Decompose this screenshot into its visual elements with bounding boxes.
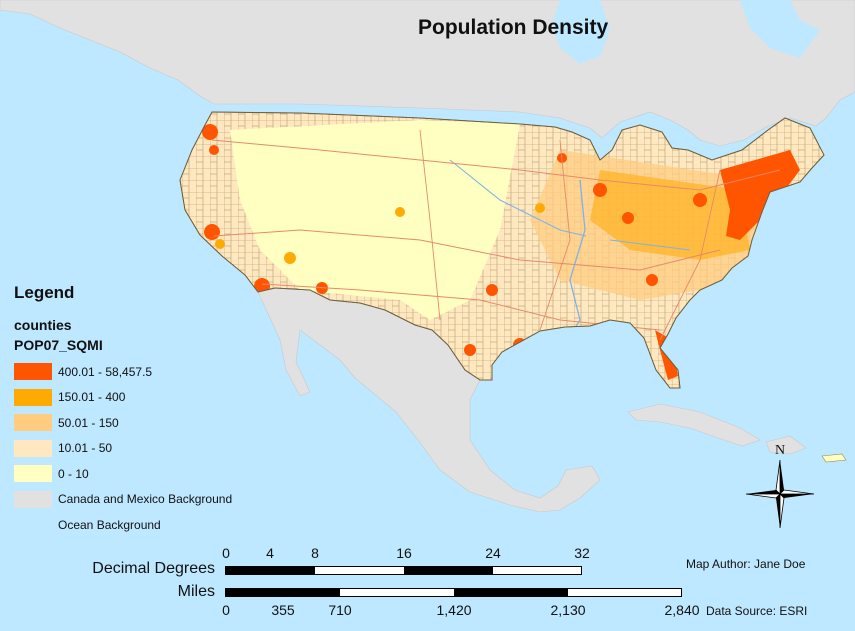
legend-label-canada-mexico: Canada and Mexico Background bbox=[58, 492, 233, 507]
mile-tick: 2,130 bbox=[550, 602, 586, 618]
legend-swatch-ocean bbox=[14, 516, 52, 533]
degree-tick: 8 bbox=[311, 545, 319, 561]
scalebar-black-segment bbox=[226, 567, 315, 574]
mile-tick: 2,840 bbox=[664, 602, 700, 618]
scalebar-black-segment bbox=[226, 589, 340, 596]
ocean-inlet-north bbox=[740, 0, 820, 58]
hudson-bay-water bbox=[552, 0, 610, 64]
degree-tick: 32 bbox=[574, 545, 590, 561]
legend-swatch-0-10 bbox=[14, 465, 52, 483]
legend-swatch-50-150 bbox=[14, 414, 52, 432]
miles-label: Miles bbox=[177, 583, 215, 600]
legend-background-row: Ocean Background bbox=[14, 512, 274, 538]
scalebar-black-segment bbox=[454, 589, 568, 596]
north-letter: N bbox=[775, 443, 785, 458]
legend-class-row: 150.01 - 400 bbox=[14, 385, 274, 411]
legend-label-ocean: Ocean Background bbox=[58, 517, 161, 532]
map-author: Map Author: Jane Doe bbox=[686, 557, 806, 571]
mile-tick: 1,420 bbox=[436, 602, 472, 618]
mile-tick: 710 bbox=[328, 602, 352, 618]
mile-tick: 0 bbox=[222, 602, 230, 618]
legend-heading: Legend bbox=[14, 283, 75, 302]
legend-swatch-400-plus bbox=[14, 363, 52, 381]
data-source: Data Source: ESRI bbox=[706, 604, 808, 618]
legend-label-150-400: 150.01 - 400 bbox=[58, 390, 126, 405]
legend-swatch-canada-mexico bbox=[14, 490, 52, 508]
cuba-background bbox=[627, 403, 761, 447]
north-arrow-icon: N bbox=[745, 443, 815, 529]
legend-label-0-10: 0 - 10 bbox=[58, 466, 89, 481]
degree-tick: 16 bbox=[396, 545, 412, 561]
legend: Legend counties POP07_SQMI 400.01 - 58,4… bbox=[14, 283, 274, 538]
mile-tick: 355 bbox=[271, 602, 295, 618]
puerto-rico-county bbox=[821, 453, 847, 463]
decimal-degrees-scalebar bbox=[225, 566, 582, 575]
canada-background bbox=[0, 0, 855, 147]
legend-layer-name: counties bbox=[14, 317, 72, 333]
legend-label-400-plus: 400.01 - 58,457.5 bbox=[58, 364, 153, 379]
scalebar-black-segment bbox=[404, 567, 493, 574]
legend-class-row: 400.01 - 58,457.5 bbox=[14, 359, 274, 385]
legend-class-row: 0 - 10 bbox=[14, 461, 274, 487]
degree-tick: 4 bbox=[266, 545, 274, 561]
degree-tick: 24 bbox=[485, 545, 501, 561]
miles-scalebar bbox=[225, 588, 682, 597]
legend-swatch-10-50 bbox=[14, 439, 52, 457]
legend-background-row: Canada and Mexico Background bbox=[14, 487, 274, 513]
legend-label-10-50: 10.01 - 50 bbox=[58, 441, 113, 456]
legend-field-name: POP07_SQMI bbox=[14, 337, 103, 353]
hispaniola-background bbox=[765, 435, 807, 455]
legend-class-row: 50.01 - 150 bbox=[14, 410, 274, 436]
legend-label-50-150: 50.01 - 150 bbox=[58, 415, 119, 430]
map-title: Population Density bbox=[418, 16, 609, 39]
decimal-degrees-label: Decimal Degrees bbox=[92, 560, 215, 577]
legend-class-row: 10.01 - 50 bbox=[14, 436, 274, 462]
degree-tick: 0 bbox=[222, 545, 230, 561]
legend-swatch-150-400 bbox=[14, 388, 52, 406]
